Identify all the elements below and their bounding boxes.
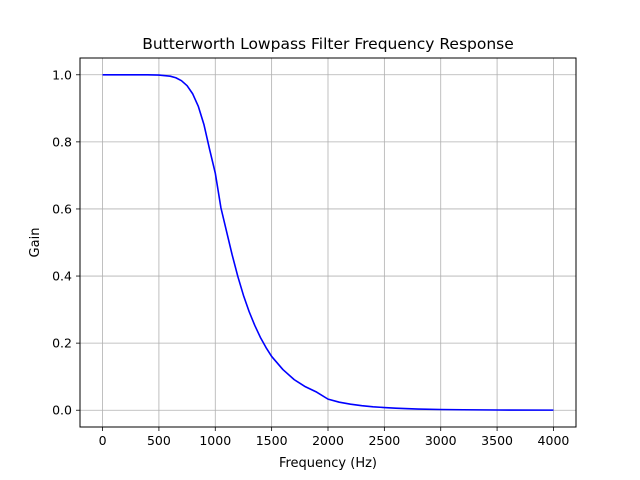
y-tick-label: 0.6 [52,201,72,216]
y-tick-label: 0.4 [52,269,72,284]
x-tick-label: 4000 [538,433,570,448]
x-axis-label: Frequency (Hz) [279,456,377,471]
y-tick-label: 0.8 [52,134,72,149]
x-tick-label: 1500 [256,433,288,448]
x-tick-label: 2500 [368,433,400,448]
x-tick-label: 0 [99,433,107,448]
x-tick-label: 3000 [425,433,457,448]
y-tick-label: 0.2 [52,336,72,351]
gain-series-line [102,73,554,411]
y-axis-ticks: 0.0 0.2 0.4 0.6 0.8 1.0 [52,67,80,418]
x-tick-label: 3500 [481,433,513,448]
x-tick-label: 500 [147,433,171,448]
grid [80,58,576,427]
y-tick-label: 0.0 [52,403,72,418]
y-tick-label: 1.0 [52,67,72,82]
chart-title: Butterworth Lowpass Filter Frequency Res… [142,35,514,53]
x-tick-label: 2000 [312,433,344,448]
x-tick-label: 1000 [199,433,231,448]
series-layer [102,73,554,411]
x-axis-ticks: 0 500 1000 1500 2000 2500 3000 3500 4000 [99,427,570,448]
y-axis-label: Gain [28,228,43,258]
